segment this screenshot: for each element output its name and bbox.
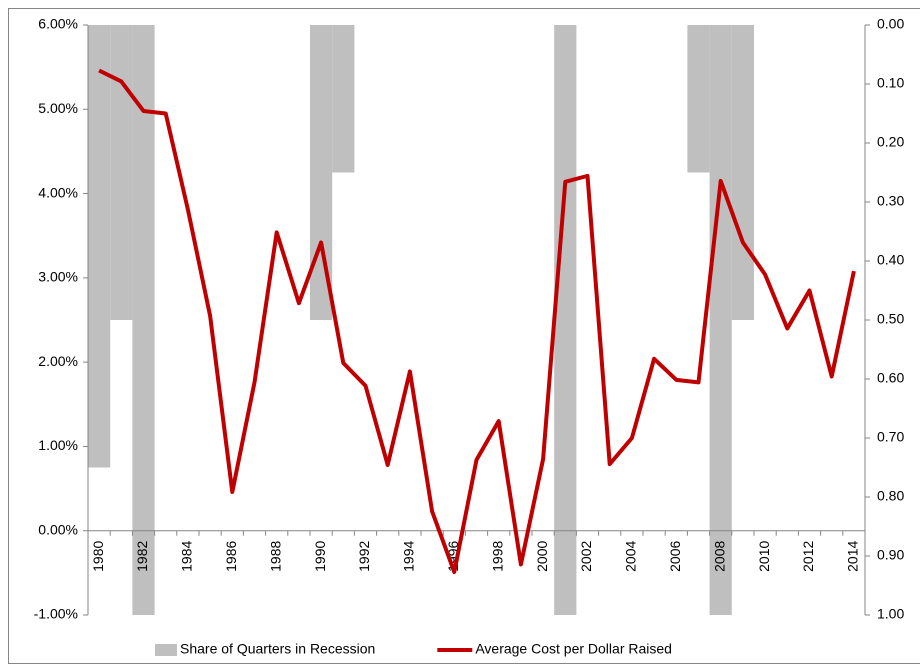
x-tick-label: 1998 [489, 541, 505, 572]
x-tick-label: 2014 [845, 541, 861, 572]
y-tick-label: 3.00% [38, 269, 78, 285]
y2-tick-label: 1.00 [877, 606, 904, 622]
bar [88, 25, 111, 468]
legend-swatch [155, 644, 177, 656]
x-tick-label: 2008 [711, 541, 727, 572]
bar [110, 25, 133, 320]
x-tick-label: 1992 [356, 541, 372, 572]
legend-label: Share of Quarters in Recession [180, 641, 375, 657]
x-tick-label: 1990 [312, 541, 328, 572]
y-tick-label: -1.00% [34, 606, 78, 622]
y2-tick-label: 0.60 [877, 370, 904, 386]
y2-tick-label: 0.20 [877, 134, 904, 150]
y2-tick-label: 0.00 [877, 16, 904, 32]
y-tick-label: 2.00% [38, 353, 78, 369]
y2-tick-label: 0.30 [877, 193, 904, 209]
x-tick-label: 2010 [756, 541, 772, 572]
y2-tick-label: 0.40 [877, 252, 904, 268]
y2-tick-label: 0.70 [877, 429, 904, 445]
bar [731, 25, 754, 320]
x-tick-label: 2002 [578, 541, 594, 572]
x-tick-label: 1986 [223, 541, 239, 572]
bar [132, 25, 155, 615]
bar [332, 25, 355, 173]
y-tick-label: 4.00% [38, 184, 78, 200]
y2-tick-label: 0.80 [877, 488, 904, 504]
x-tick-label: 2000 [534, 541, 550, 572]
line [98, 68, 856, 575]
y-tick-label: 6.00% [38, 16, 78, 32]
x-tick-label: 1980 [90, 541, 106, 572]
y-tick-label: 1.00% [38, 437, 78, 453]
x-tick-label: 1982 [134, 541, 150, 572]
x-tick-label: 1988 [267, 541, 283, 572]
x-tick-label: 2004 [623, 541, 639, 572]
y2-tick-label: 0.10 [877, 75, 904, 91]
y-tick-label: 5.00% [38, 100, 78, 116]
x-tick-label: 1984 [179, 541, 195, 572]
y-tick-label: 0.00% [38, 521, 78, 537]
bar [310, 25, 333, 320]
y2-tick-label: 0.90 [877, 547, 904, 563]
x-tick-label: 2012 [800, 541, 816, 572]
bar [709, 25, 732, 615]
x-tick-label: 2006 [667, 541, 683, 572]
chart-border [8, 8, 920, 664]
bar [554, 25, 577, 615]
y2-tick-label: 0.50 [877, 311, 904, 327]
bar [687, 25, 710, 173]
x-tick-label: 1994 [401, 541, 417, 572]
legend-label: Average Cost per Dollar Raised [475, 641, 672, 657]
